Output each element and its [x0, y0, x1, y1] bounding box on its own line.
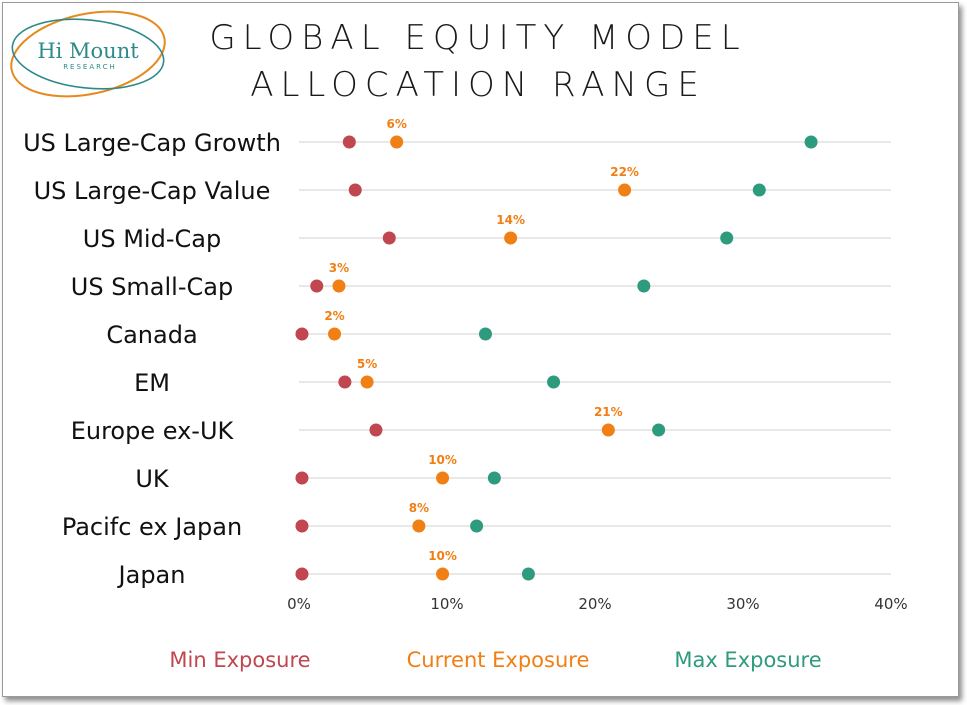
- data-point: [390, 135, 404, 149]
- category-label: US Small-Cap: [71, 273, 233, 301]
- chart-title-line-2: ALLOCATION RANGE: [250, 65, 706, 105]
- category-labels: US Large-Cap Growth US Large-Cap Value US …: [23, 129, 281, 589]
- data-points: [295, 135, 818, 581]
- data-point: [295, 471, 309, 485]
- data-point: [348, 183, 362, 197]
- data-label: 10%: [428, 549, 457, 563]
- data-point: [470, 519, 484, 533]
- logo-subtitle: RESEARCH: [63, 63, 117, 71]
- grid-lines: [299, 141, 891, 575]
- category-label: Pacifc ex Japan: [62, 513, 242, 541]
- category-label: UK: [135, 465, 170, 493]
- data-point: [295, 567, 309, 581]
- data-point: [652, 423, 666, 437]
- data-point: [342, 135, 356, 149]
- data-point: [338, 375, 352, 389]
- logo-ring-orange-icon: [10, 10, 166, 98]
- data-point: [601, 423, 615, 437]
- chart-title-line-1: GLOBAL EQUITY MODEL: [209, 18, 746, 58]
- x-tick-label: 10%: [430, 595, 463, 613]
- data-label: 10%: [428, 453, 457, 467]
- data-point: [618, 183, 632, 197]
- category-label: Japan: [117, 561, 186, 589]
- logo-ring-teal-icon: [11, 18, 165, 90]
- x-tick-label: 20%: [578, 595, 611, 613]
- data-label: 22%: [610, 165, 639, 179]
- data-label: 14%: [496, 213, 525, 227]
- data-label: 3%: [329, 261, 349, 275]
- data-point: [310, 279, 324, 293]
- legend-entry: Min Exposure: [169, 648, 310, 672]
- data-point: [360, 375, 374, 389]
- data-point: [332, 279, 346, 293]
- data-point: [720, 231, 734, 245]
- data-point: [547, 375, 561, 389]
- data-point: [382, 231, 396, 245]
- logo-name: Hi Mount: [37, 39, 139, 63]
- x-axis-ticks: 0% 10% 20% 30% 40%: [287, 595, 908, 613]
- category-label: EM: [134, 369, 170, 397]
- data-labels: 6% 22% 14% 3% 2% 5% 21% 10% 8% 10%: [324, 117, 639, 563]
- legend-entry: Current Exposure: [407, 648, 590, 672]
- x-tick-label: 40%: [874, 595, 907, 613]
- data-point: [487, 471, 501, 485]
- data-point: [521, 567, 535, 581]
- data-point: [804, 135, 818, 149]
- x-tick-label: 0%: [287, 595, 311, 613]
- category-label: US Mid-Cap: [83, 225, 221, 253]
- category-label: Europe ex-UK: [71, 417, 235, 445]
- data-point: [436, 567, 450, 581]
- data-point: [412, 519, 426, 533]
- legend-entry: Max Exposure: [674, 648, 821, 672]
- data-point: [504, 231, 518, 245]
- chart-frame: [2, 2, 959, 697]
- data-point: [637, 279, 651, 293]
- legend: Min Exposure Current Exposure Max Exposure: [169, 648, 821, 672]
- data-label: 6%: [386, 117, 406, 131]
- data-point: [295, 327, 309, 341]
- category-label: Canada: [106, 321, 197, 349]
- logo: Hi Mount RESEARCH: [10, 10, 166, 98]
- x-tick-label: 30%: [726, 595, 759, 613]
- category-label: US Large-Cap Value: [34, 177, 271, 205]
- data-label: 8%: [409, 501, 429, 515]
- data-label: 2%: [324, 309, 344, 323]
- data-point: [328, 327, 342, 341]
- data-point: [478, 327, 492, 341]
- data-point: [369, 423, 383, 437]
- data-point: [752, 183, 766, 197]
- data-label: 21%: [594, 405, 623, 419]
- data-label: 5%: [357, 357, 377, 371]
- data-point: [295, 519, 309, 533]
- data-point: [436, 471, 450, 485]
- category-label: US Large-Cap Growth: [23, 129, 281, 157]
